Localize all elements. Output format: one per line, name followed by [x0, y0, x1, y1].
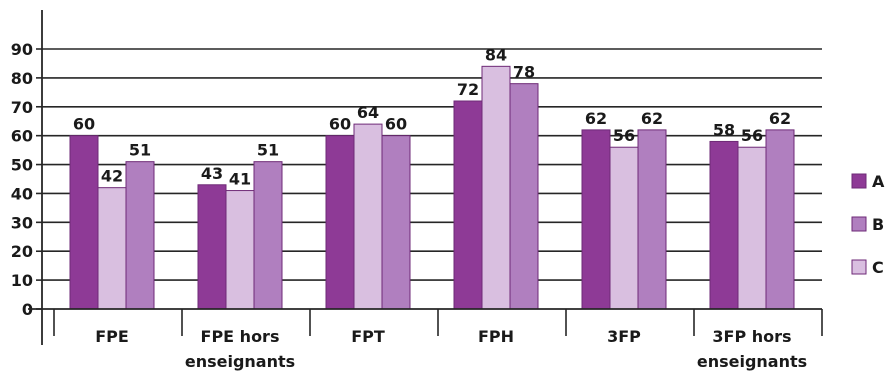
x-category-label: enseignants	[697, 352, 807, 371]
y-tick-label: 90	[11, 40, 33, 59]
data-label: 60	[385, 115, 407, 134]
y-tick-label: 10	[11, 271, 33, 290]
y-tick-label: 60	[11, 127, 33, 146]
data-label: 41	[229, 170, 251, 189]
legend-label-c: C	[872, 258, 884, 277]
data-label: 62	[769, 109, 791, 128]
y-tick-label: 30	[11, 213, 33, 232]
data-label: 60	[73, 115, 95, 134]
bar-a	[69, 135, 99, 310]
bar-c	[225, 190, 255, 310]
axes	[28, 10, 823, 345]
bar-b	[509, 83, 539, 310]
x-category-label: FPE hors	[201, 327, 280, 346]
bar-b	[381, 135, 411, 310]
legend-swatch-b	[851, 216, 867, 232]
data-label: 56	[741, 126, 763, 145]
data-label: 51	[129, 141, 151, 160]
bar-b	[765, 129, 795, 310]
x-category-label: FPT	[351, 327, 385, 346]
legend-swatch-a	[851, 173, 867, 189]
bar-a	[453, 100, 483, 310]
bars	[69, 65, 795, 310]
data-label: 56	[613, 126, 635, 145]
data-label: 62	[585, 109, 607, 128]
y-tick-label: 0	[22, 300, 33, 319]
data-label: 64	[357, 103, 379, 122]
y-tick-label: 70	[11, 98, 33, 117]
data-label: 51	[257, 141, 279, 160]
data-label: 43	[201, 164, 223, 183]
legend-swatch-c	[851, 259, 867, 275]
bar-b	[253, 161, 283, 310]
y-tick-label: 40	[11, 184, 33, 203]
data-label: 72	[457, 80, 479, 99]
x-category-label: 3FP hors	[712, 327, 791, 346]
legend: A B C	[851, 172, 885, 277]
x-category-label: FPH	[478, 327, 514, 346]
bar-a	[709, 140, 739, 310]
data-label: 78	[513, 63, 535, 82]
grid-lines	[42, 48, 822, 281]
bar-a	[325, 135, 355, 310]
bar-a	[197, 184, 227, 310]
data-label: 62	[641, 109, 663, 128]
bar-b	[125, 161, 155, 310]
y-axis-ticks: 0 10 20 30 40 50 60 70 80 90	[11, 40, 42, 319]
bar-c	[737, 146, 767, 310]
bar-c	[609, 146, 639, 310]
x-axis-labels: FPE FPE hors enseignants FPT FPH 3FP 3FP hors e…	[95, 327, 807, 371]
bar-c	[353, 123, 383, 310]
data-labels: 60 42 51 43 41 51 60 64 60 72 84 78 62 56 62 58 56 62	[73, 45, 791, 188]
y-tick-label: 50	[11, 156, 33, 175]
bar-b	[637, 129, 667, 310]
y-tick-label: 80	[11, 69, 33, 88]
data-label: 58	[713, 120, 735, 139]
legend-label-b: B	[872, 215, 884, 234]
bar-c	[97, 187, 127, 310]
legend-label-a: A	[872, 172, 885, 191]
x-category-label: enseignants	[185, 352, 295, 371]
bar-a	[581, 129, 611, 310]
data-label: 60	[329, 115, 351, 134]
data-label: 42	[101, 167, 123, 186]
x-category-label: 3FP	[607, 327, 641, 346]
data-label: 84	[485, 45, 507, 64]
bar-c	[481, 65, 511, 310]
x-category-label: FPE	[95, 327, 129, 346]
y-tick-label: 20	[11, 242, 33, 261]
